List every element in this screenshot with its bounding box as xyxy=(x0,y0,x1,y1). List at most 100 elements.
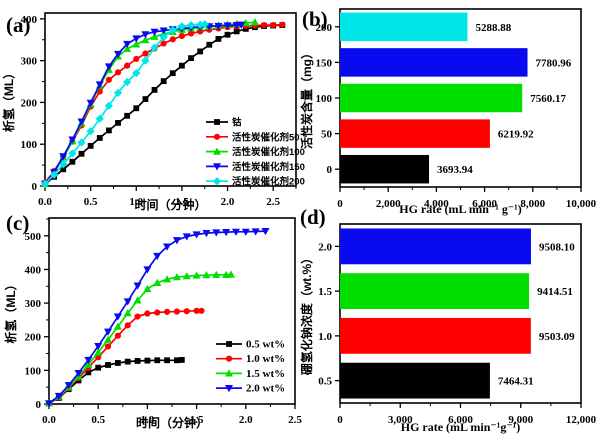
y-tick-label: 300 xyxy=(21,56,38,68)
bar-value-label: 9414.51 xyxy=(537,286,573,298)
y-axis-title: 活性炭含量（mg） xyxy=(299,47,314,149)
x-axis-title: 时间（分钟） xyxy=(134,197,206,212)
x-tick-label: 2.0 xyxy=(221,196,235,208)
category-label: 0 xyxy=(327,164,333,176)
square-marker xyxy=(134,358,141,364)
triangle-down-marker xyxy=(231,228,240,236)
square-marker xyxy=(206,41,213,48)
x-tick-label: 2.0 xyxy=(239,414,253,426)
x-tick-label: 6,000 xyxy=(472,198,497,210)
triangle-down-marker xyxy=(212,163,222,171)
square-marker xyxy=(124,112,131,119)
legend-label: 活性炭催化剂200 xyxy=(232,176,305,188)
circle-marker xyxy=(270,22,277,29)
x-tick-label: 2.5 xyxy=(288,414,302,426)
x-axis-title: HG rate (mL min⁻¹ g⁻¹) xyxy=(399,202,522,216)
x-tick-label: 0 xyxy=(337,414,343,426)
triangle-down-marker xyxy=(84,356,93,365)
triangle-down-marker xyxy=(150,28,159,36)
triangle-down-marker xyxy=(74,369,83,378)
square-marker xyxy=(78,150,85,157)
bar xyxy=(340,83,523,113)
triangle-down-marker xyxy=(214,22,223,31)
x-tick-label: 1.0 xyxy=(129,196,143,208)
triangle-down-marker xyxy=(261,228,270,236)
square-marker xyxy=(226,341,232,347)
x-tick-label: 4,000 xyxy=(424,198,449,210)
triangle-down-marker xyxy=(77,118,86,126)
x-tick-label: 1.5 xyxy=(175,196,189,208)
triangle-down-marker xyxy=(212,229,221,237)
diamond-marker xyxy=(95,114,104,123)
triangle-up-marker xyxy=(132,40,141,48)
series-triangle-up xyxy=(44,270,236,407)
circle-marker xyxy=(279,21,286,28)
diamond-marker xyxy=(86,127,95,136)
series-square xyxy=(46,357,185,407)
square-marker xyxy=(178,357,185,363)
diamond-marker xyxy=(159,33,168,42)
y-tick-label: 200 xyxy=(25,332,42,344)
square-marker xyxy=(87,142,94,149)
x-tick-label: 10,000 xyxy=(566,198,597,210)
triangle-down-marker xyxy=(241,228,250,236)
square-marker xyxy=(214,119,220,125)
square-marker xyxy=(160,78,167,85)
legend-label: 钴 xyxy=(232,117,242,129)
bar-value-label: 7560.17 xyxy=(530,93,566,105)
square-marker xyxy=(224,31,231,38)
diamond-marker xyxy=(186,20,196,30)
triangle-down-marker xyxy=(86,99,95,107)
circle-marker xyxy=(105,76,112,83)
triangle-down-marker xyxy=(123,40,132,49)
circle-marker xyxy=(173,308,181,315)
x-tick-label: 12,000 xyxy=(566,414,597,426)
y-tick-label: 400 xyxy=(25,264,42,276)
diamond-marker xyxy=(150,43,159,52)
diamond-marker xyxy=(177,22,187,31)
square-marker xyxy=(95,364,102,371)
circle-marker xyxy=(160,40,167,47)
x-axis-title: 时间（分钟） xyxy=(136,415,208,430)
triangle-down-marker xyxy=(223,22,232,30)
diamond-marker xyxy=(104,101,114,110)
triangle-up-marker xyxy=(84,360,93,368)
y-axis-title: 硼氢化钠浓度（wt.%） xyxy=(299,252,314,375)
triangle-down-marker xyxy=(44,400,54,408)
panel-c: 0.0 0.5 1.0 1.5 2.0 2.5 时间（分钟） 析氢（ML） 0 100 200 300… xyxy=(3,217,302,430)
diamond-marker xyxy=(40,179,50,189)
y-tick-label: 100 xyxy=(21,139,38,151)
triangle-down-marker xyxy=(159,27,168,35)
x-tick-label: 0.5 xyxy=(91,414,105,426)
y-axis-title: 析氢（ML） xyxy=(3,278,18,343)
triangle-up-marker xyxy=(224,369,234,377)
triangle-up-marker xyxy=(163,275,172,283)
x-tick-label: 0.0 xyxy=(42,414,56,426)
plot-frame xyxy=(44,12,297,187)
triangle-up-marker xyxy=(172,273,181,281)
diamond-marker xyxy=(123,77,132,87)
bar xyxy=(340,119,490,148)
triangle-down-marker xyxy=(133,282,142,290)
x-tick-label: 3,000 xyxy=(388,414,413,426)
square-marker xyxy=(179,62,185,69)
x-tick-label: 1.0 xyxy=(141,414,155,426)
series-line xyxy=(44,21,255,185)
bar xyxy=(340,48,528,77)
diamond-marker xyxy=(50,170,59,179)
triangle-down-marker xyxy=(143,266,152,274)
triangle-down-marker xyxy=(232,22,241,30)
panel-d: 0 3,000 6,000 9,000 12,000 HG rate (mL min⁻¹g… xyxy=(299,223,597,434)
triangle-up-marker xyxy=(212,147,222,155)
series-line xyxy=(44,23,283,184)
circle-marker xyxy=(178,32,186,40)
triangle-down-marker xyxy=(132,35,141,43)
circle-marker xyxy=(213,133,221,140)
category-label: 150 xyxy=(316,57,333,69)
circle-marker xyxy=(154,309,161,316)
panel-label-c: (c) xyxy=(6,211,30,235)
triangle-down-marker xyxy=(95,81,104,89)
category-label: 0.5 xyxy=(318,376,332,388)
bar xyxy=(340,317,531,354)
